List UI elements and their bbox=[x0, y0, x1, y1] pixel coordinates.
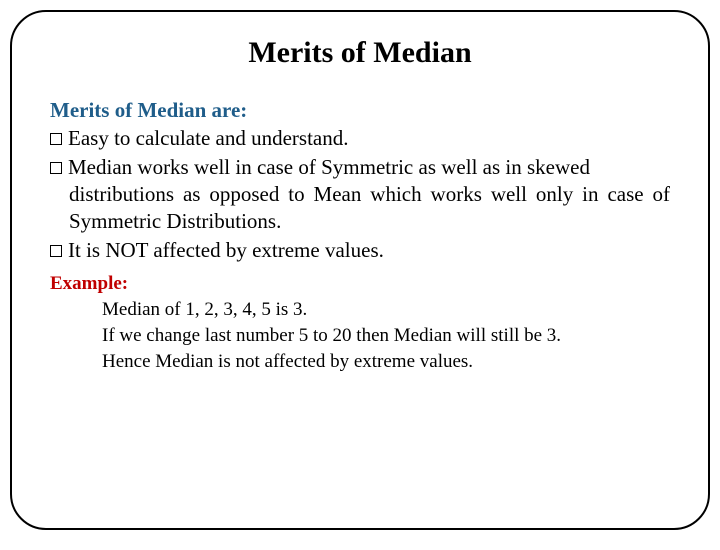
square-bullet-icon bbox=[50, 133, 62, 145]
example-line: Hence Median is not affected by extreme … bbox=[102, 349, 670, 375]
bullet-item: It is NOT affected by extreme values. bbox=[50, 237, 670, 264]
bullet-text: Easy to calculate and understand. bbox=[68, 126, 348, 150]
bullet-item: Easy to calculate and understand. bbox=[50, 125, 670, 152]
square-bullet-icon bbox=[50, 162, 62, 174]
subheading: Merits of Median are: bbox=[50, 98, 670, 123]
example-line: Median of 1, 2, 3, 4, 5 is 3. bbox=[102, 297, 670, 323]
example-heading: Example: bbox=[50, 273, 670, 295]
bullet-list: Easy to calculate and understand. Median… bbox=[50, 125, 670, 263]
square-bullet-icon bbox=[50, 245, 62, 257]
bullet-text-continuation: distributions as opposed to Mean which w… bbox=[50, 181, 670, 235]
example-body: Median of 1, 2, 3, 4, 5 is 3. If we chan… bbox=[50, 297, 670, 374]
example-line: If we change last number 5 to 20 then Me… bbox=[102, 323, 670, 349]
bullet-item: Median works well in case of Symmetric a… bbox=[50, 154, 670, 235]
slide-frame: Merits of Median Merits of Median are: E… bbox=[10, 10, 710, 530]
bullet-text: It is NOT affected by extreme values. bbox=[68, 238, 384, 262]
slide-title: Merits of Median bbox=[50, 36, 670, 70]
bullet-text: Median works well in case of Symmetric a… bbox=[68, 155, 590, 179]
